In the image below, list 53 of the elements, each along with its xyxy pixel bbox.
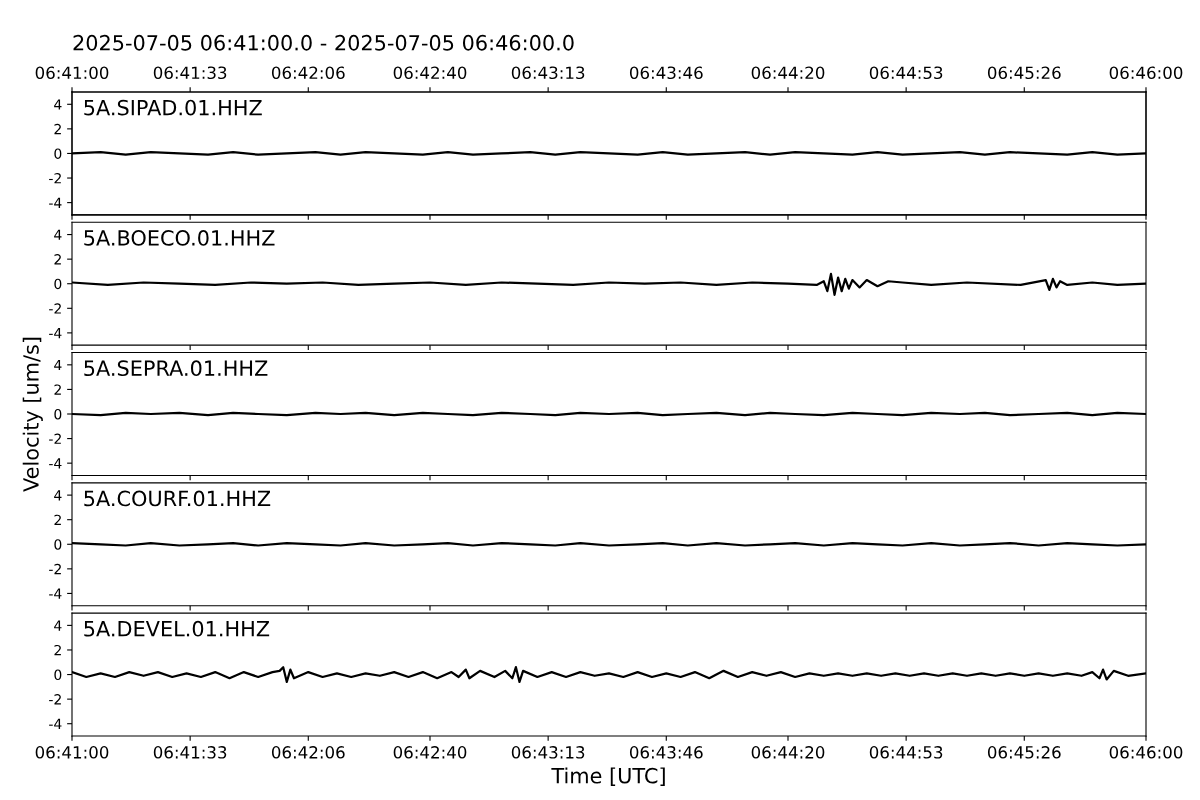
- x2-tick-label: 06:44:53: [869, 66, 943, 80]
- x-axis-title: Time [UTC]: [551, 767, 665, 786]
- y-tick-label: -2: [49, 303, 61, 314]
- x2-tick-label: 06:43:46: [629, 66, 703, 80]
- x2-tick-label: 06:44:20: [751, 66, 825, 80]
- x2-tick-label: 06:42:06: [271, 66, 345, 80]
- y-tick-label: 4: [54, 359, 62, 371]
- x-tick-label: 06:46:00: [1109, 746, 1183, 759]
- y-tick-label: 0: [54, 408, 62, 420]
- y-tick-label: -2: [49, 433, 61, 444]
- x-tick-label: 06:44:53: [869, 746, 943, 759]
- y-tick-label: -4: [49, 718, 62, 729]
- y-tick-label: 0: [54, 148, 62, 159]
- series-label: 5A.SIPAD.01.HHZ: [84, 99, 262, 116]
- x-tick-label: 06:41:00: [35, 746, 109, 759]
- x2-tick-label: 06:41:33: [153, 66, 227, 80]
- y-tick-label: 2: [54, 384, 61, 395]
- y-tick-label: -2: [49, 173, 61, 184]
- y-tick-label: 0: [54, 539, 62, 550]
- y-tick-label: 4: [54, 229, 62, 240]
- y-tick-label: 0: [54, 278, 62, 290]
- x-tick-label: 06:42:06: [271, 746, 345, 759]
- y-tick-label: 2: [54, 644, 61, 656]
- x2-tick-label: 06:41:00: [35, 66, 109, 80]
- x2-tick-label: 06:43:13: [511, 66, 585, 80]
- y-tick-label: -4: [49, 458, 62, 469]
- y-tick-label: -2: [49, 563, 61, 575]
- x-tick-label: 06:43:13: [511, 746, 585, 759]
- x-tick-label: 06:42:40: [393, 746, 467, 759]
- y-tick-label: 4: [54, 99, 62, 110]
- y-tick-label: 4: [54, 490, 62, 501]
- x-tick-label: 06:44:20: [751, 746, 825, 759]
- series-label: 5A.SEPRA.01.HHZ: [84, 360, 268, 377]
- y-tick-label: -4: [49, 328, 62, 339]
- y-tick-label: 2: [54, 254, 61, 265]
- x2-tick-label: 06:46:00: [1109, 66, 1183, 80]
- series-label: 5A.COURF.01.HHZ: [84, 490, 271, 507]
- series-label: 5A.DEVEL.01.HHZ: [84, 620, 270, 637]
- chart-title: 2025-07-05 06:41:00.0 - 2025-07-05 06:46:00.0: [73, 34, 574, 51]
- y-tick-label: 2: [54, 123, 61, 135]
- y-tick-label: 2: [54, 514, 61, 525]
- y-tick-label: 4: [54, 620, 62, 631]
- y-tick-label: -2: [49, 694, 61, 705]
- y-tick-label: 0: [54, 669, 62, 681]
- series-label: 5A.BOECO.01.HHZ: [84, 230, 275, 246]
- x-tick-label: 06:43:46: [629, 746, 703, 759]
- x2-tick-label: 06:42:40: [393, 66, 467, 80]
- x2-tick-label: 06:45:26: [987, 66, 1061, 80]
- y-axis-title: Velocity [um/s]: [22, 337, 43, 492]
- y-tick-label: -4: [49, 588, 62, 599]
- y-tick-label: -4: [49, 197, 62, 208]
- x-tick-label: 06:41:33: [153, 746, 227, 759]
- x-tick-label: 06:45:26: [987, 746, 1061, 759]
